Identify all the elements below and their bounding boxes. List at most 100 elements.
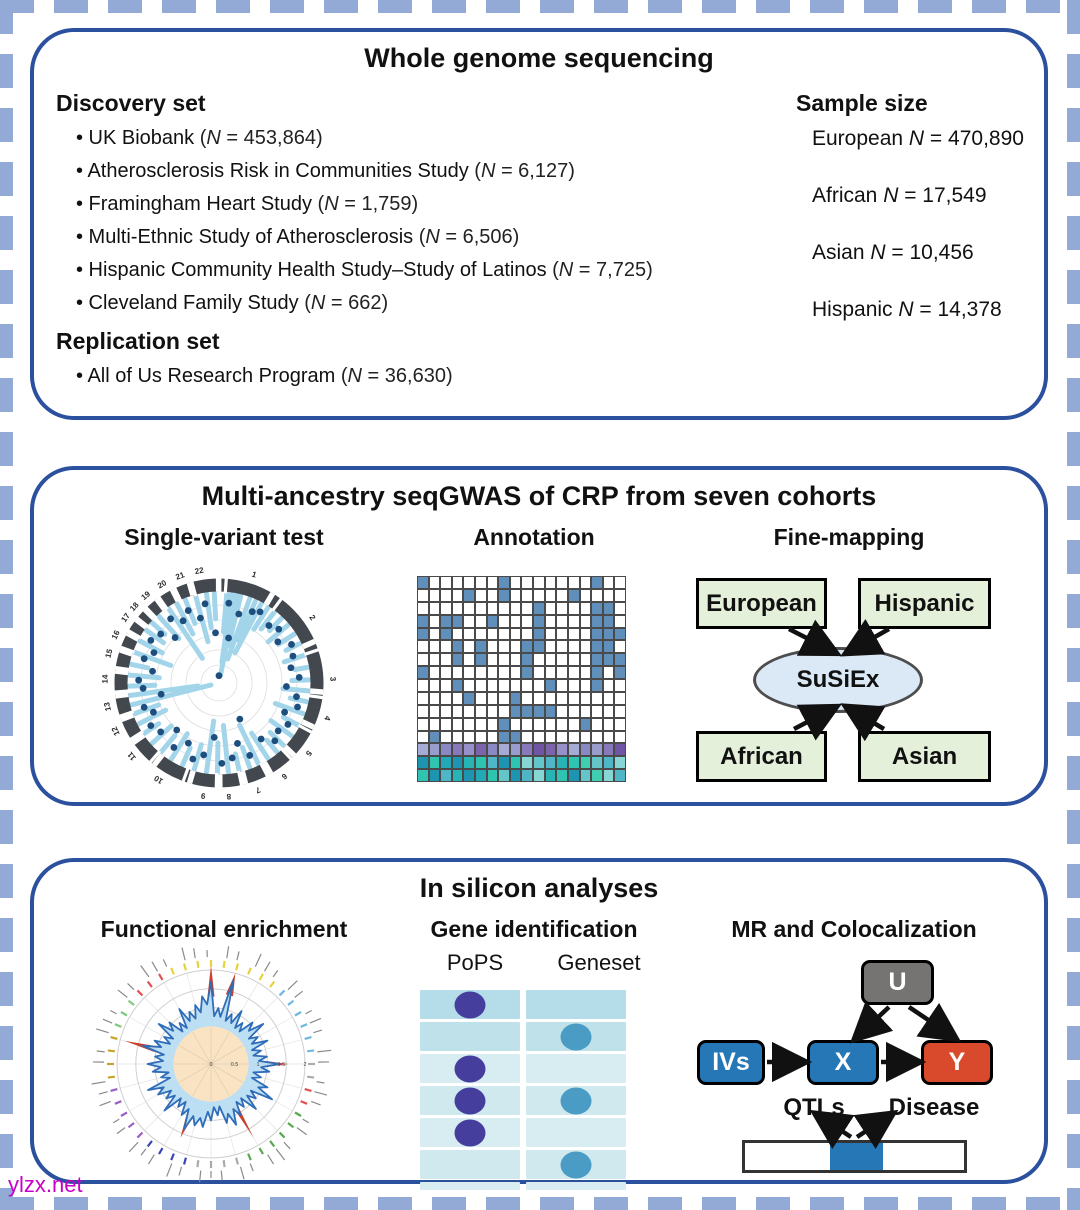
heatmap-cell [417,666,429,679]
heatmap-cell [614,653,626,667]
heatmap-cell [475,717,487,731]
heatmap-cell [463,576,476,589]
heatmap-cell [556,640,568,654]
heatmap-cell [533,717,545,731]
heatmap-cell [521,730,534,744]
heatmap-cell [521,756,534,770]
heatmap-cell [475,769,487,782]
heatmap-cell [451,576,464,589]
pops-cell [420,1054,520,1083]
heatmap-cell [486,769,499,782]
svg-text:4: 4 [322,715,332,723]
heatmap-cell [451,717,464,731]
heatmap-cell [451,756,464,770]
heatmap-cell [579,730,592,744]
svg-text:18: 18 [128,600,141,613]
heatmap-cell [567,743,580,757]
panel-seqgwas: Multi-ancestry seqGWAS of CRP from seven… [30,466,1048,806]
pops-cell [420,1182,520,1190]
heatmap-cell [591,717,603,731]
heatmap-cell [591,576,603,589]
heatmap-cell [463,679,476,692]
heatmap-cell [544,769,557,782]
heatmap-cell [579,627,592,641]
heatmap-cell [602,576,615,589]
heatmap-cell [498,679,510,692]
heatmap-cell [579,756,592,770]
heatmap-cell [486,730,499,744]
heatmap-cell [440,691,452,705]
heatmap-cell [509,640,522,654]
heatmap-cell [440,627,452,641]
heatmap-cell [602,614,615,628]
heatmap-cell [544,717,557,731]
pops-cell [420,1150,520,1179]
heatmap-cell [498,730,510,744]
heatmap-cell [567,653,580,667]
heatmap-cell [428,576,441,589]
heatmap-cell [591,691,603,705]
cohort-item: • Multi-Ethnic Study of Atherosclerosis … [76,226,520,248]
sample-size-item: African N = 17,549 [812,184,987,207]
heatmap-cell [544,756,557,770]
heatmap-cell [428,756,441,770]
heatmap-cell [509,666,522,679]
heatmap-cell [556,743,568,757]
heatmap-cell [544,743,557,757]
heatmap-cell [521,588,534,602]
heatmap-cell [591,653,603,667]
heatmap-cell [614,730,626,744]
gwas-title: Multi-ancestry seqGWAS of CRP from seven… [201,481,877,511]
heatmap-cell [533,653,545,667]
svg-text:12: 12 [110,725,122,737]
heatmap-cell [417,756,429,770]
replication-cohort-list: • All of Us Research Program (N = 36,630… [76,365,766,387]
svg-text:15: 15 [103,648,114,659]
heatmap-cell [486,627,499,641]
heatmap-cell [533,730,545,744]
heatmap-cell [521,627,534,641]
heatmap-cell [567,730,580,744]
dashed-frame-right [1067,0,1080,1210]
heatmap-cell [521,704,534,718]
heatmap-cell [486,588,499,602]
heatmap-cell [602,691,615,705]
mr-box-x: X [807,1040,879,1085]
gene-score-dot [560,1151,592,1178]
heatmap-cell [509,691,522,705]
heatmap-cell [451,653,464,667]
heatmap-cell [440,679,452,692]
heatmap-cell [556,614,568,628]
heatmap-cell [498,704,510,718]
heatmap-cell [451,588,464,602]
heatmap-cell [498,743,510,757]
replication-set-heading: Replication set [56,328,220,354]
colocalization-region-bar [742,1140,967,1173]
gene-identification-table [420,990,656,1192]
heatmap-cell [567,769,580,782]
heatmap-cell [544,601,557,615]
heatmap-cell [498,640,510,654]
heatmap-cell [509,614,522,628]
heatmap-cell [463,614,476,628]
heatmap-cell [567,679,580,692]
heatmap-cell [417,653,429,667]
heatmap-cell [498,717,510,731]
heatmap-cell [614,640,626,654]
svg-text:21: 21 [174,570,186,582]
heatmap-cell [428,640,441,654]
heatmap-cell [579,679,592,692]
pops-cell [420,1022,520,1051]
fine-mapping-box-asian: Asian [858,731,991,782]
heatmap-cell [440,769,452,782]
heatmap-cell [521,743,534,757]
heatmap-cell [417,743,429,757]
sample-size-item: European N = 470,890 [812,127,1024,150]
heatmap-cell [614,743,626,757]
gene-score-dot [560,1087,592,1114]
heatmap-cell [567,614,580,628]
svg-text:19: 19 [139,589,152,602]
svg-text:1.5: 1.5 [278,1062,286,1068]
heatmap-cell [602,756,615,770]
heatmap-cell [533,769,545,782]
